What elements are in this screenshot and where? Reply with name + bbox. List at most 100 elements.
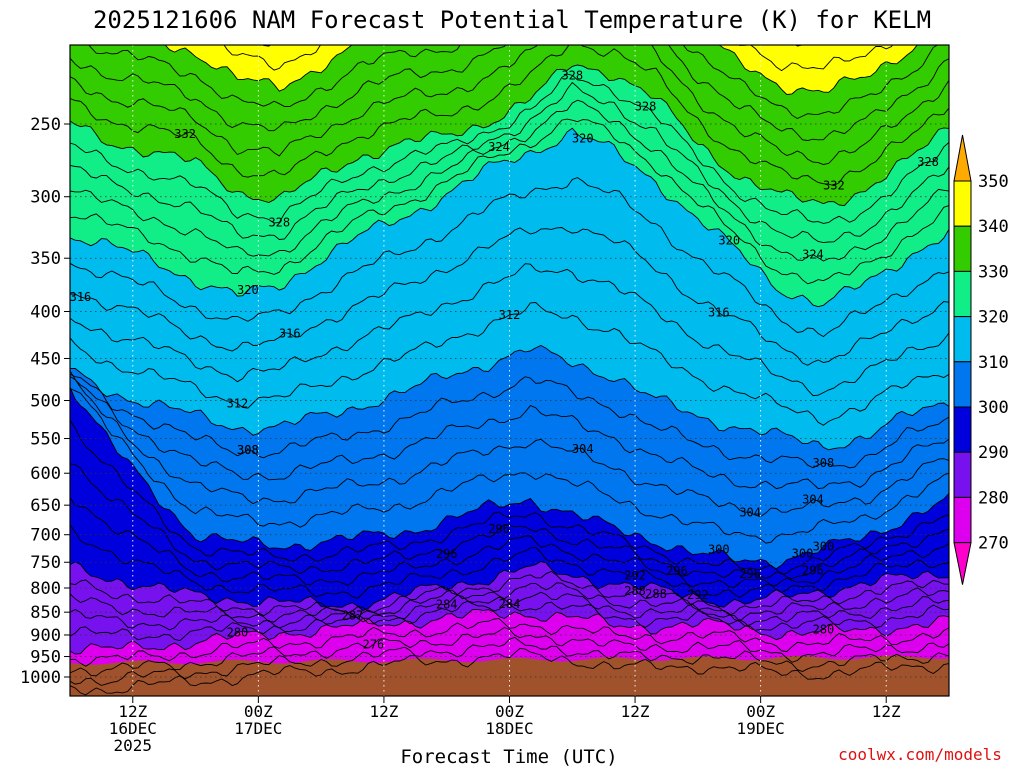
contour-322 xyxy=(70,118,949,285)
contour-label-320: 320 xyxy=(718,234,740,248)
y-tick-label: 550 xyxy=(30,430,61,450)
contour-288 xyxy=(70,570,949,617)
contour-label-292: 292 xyxy=(687,588,709,602)
colorbar-label: 270 xyxy=(978,534,1009,554)
contour-labels: 332 328 324 328 328 324 332 328 320 316 320 316 320 3… xyxy=(70,68,939,651)
x-tick-label: 12Z xyxy=(872,702,901,721)
y-tick-label: 650 xyxy=(30,496,61,516)
y-tick-label: 350 xyxy=(30,249,61,269)
colorbar-segment-280 xyxy=(953,451,972,498)
contour-label-288: 288 xyxy=(624,584,646,598)
contour-328 xyxy=(70,73,949,224)
contour-label-304: 304 xyxy=(572,442,594,456)
y-tick-label: 250 xyxy=(30,115,61,135)
contour-label-280: 280 xyxy=(813,622,835,636)
y-tick-label: 600 xyxy=(30,464,61,484)
contour-316 xyxy=(70,227,949,366)
contour-label-328: 328 xyxy=(268,215,290,229)
contour-label-308: 308 xyxy=(813,456,835,470)
contour-340 xyxy=(164,45,918,95)
contour-label-280: 280 xyxy=(227,625,249,639)
contour-label-287: 287 xyxy=(342,609,364,623)
colorbar-label: 280 xyxy=(978,488,1009,508)
y-tick-label: 300 xyxy=(30,188,61,208)
contour-label-300: 300 xyxy=(792,546,814,560)
contour-302 xyxy=(70,388,949,544)
contour-label-312: 312 xyxy=(227,397,249,411)
y-tick-label: 850 xyxy=(30,603,61,623)
contour-label-296: 296 xyxy=(802,563,824,577)
contour-318 xyxy=(70,177,949,338)
colorbar-label: 290 xyxy=(978,443,1009,463)
contour-label-276: 276 xyxy=(363,637,385,651)
y-tick-label: 400 xyxy=(30,302,61,322)
x-tick-label: 00Z xyxy=(495,702,524,721)
colorbar-segment-290 xyxy=(953,406,972,453)
contour-label-324: 324 xyxy=(488,140,510,154)
contour-label-296: 296 xyxy=(666,564,688,578)
y-tick-label: 950 xyxy=(30,648,61,668)
contour-label-300: 300 xyxy=(813,539,835,553)
contour-label-304: 304 xyxy=(802,493,824,507)
contour-label-316: 316 xyxy=(279,326,301,340)
colorbar-segment-330 xyxy=(953,225,972,272)
colorbar-label: 330 xyxy=(978,262,1009,282)
y-tick-label: 900 xyxy=(30,626,61,646)
contour-label-328: 328 xyxy=(917,155,939,169)
contour-label-292: 292 xyxy=(624,569,646,583)
contour-label-328: 328 xyxy=(635,99,657,113)
colorbar-label: 340 xyxy=(978,217,1009,237)
contour-284 xyxy=(70,591,949,631)
contour-336 xyxy=(70,45,949,141)
y-tick-label: 1000 xyxy=(20,668,61,688)
contour-304 xyxy=(70,376,949,518)
y-tick-label: 800 xyxy=(30,579,61,599)
y-axis: 250 300 350 400 450 500 550 600 650 700 750 800 850 9… xyxy=(20,115,70,688)
contour-272 xyxy=(70,647,949,696)
x-tick-label: 12Z xyxy=(118,702,147,721)
credit-text: coolwx.com/models xyxy=(838,745,1002,764)
contour-label-300: 300 xyxy=(708,543,730,557)
contour-label-320: 320 xyxy=(237,283,259,297)
contour-label-312: 312 xyxy=(499,308,521,322)
contour-label-332: 332 xyxy=(823,179,845,193)
x-axis-label: Forecast Time (UTC) xyxy=(400,746,617,768)
contour-334 xyxy=(70,45,949,165)
x-tick-label: 12Z xyxy=(369,702,398,721)
y-tick-label: 500 xyxy=(30,392,61,412)
contour-342 xyxy=(223,45,894,72)
colorbar-segment-320 xyxy=(953,270,972,318)
colorbar-label: 320 xyxy=(978,308,1009,328)
colorbar-segment-300 xyxy=(953,361,972,408)
contour-276 xyxy=(70,626,949,677)
colorbar-top-arrow xyxy=(953,134,972,182)
contour-label-316: 316 xyxy=(708,305,730,319)
contour-292 xyxy=(70,524,949,599)
colorbar-segment-340 xyxy=(953,180,972,227)
contour-332 xyxy=(70,45,949,187)
contour-label-284: 284 xyxy=(499,597,521,611)
y-tick-label: 450 xyxy=(30,349,61,369)
contour-label-296: 296 xyxy=(436,547,458,561)
contour-label-288: 288 xyxy=(645,587,667,601)
contour-label-308: 308 xyxy=(237,443,259,457)
contour-294 xyxy=(70,497,949,588)
x-tick-label: 12Z xyxy=(621,702,650,721)
contour-label-296: 296 xyxy=(488,522,510,536)
contour-274 xyxy=(70,636,949,686)
colorbar-segment-270 xyxy=(953,496,972,544)
x-tick-label: 00Z xyxy=(746,702,775,721)
y-tick-label: 700 xyxy=(30,526,61,546)
colorbar-label: 310 xyxy=(978,353,1009,373)
colorbar-bottom-arrow xyxy=(953,542,972,585)
contour-label-296: 296 xyxy=(739,567,761,581)
colorbar-segment-310 xyxy=(953,316,972,363)
x-tick-label: 2025 xyxy=(114,736,153,755)
contour-label-320: 320 xyxy=(572,132,594,146)
contour-label-332: 332 xyxy=(174,127,196,141)
x-tick-label: 00Z xyxy=(244,702,273,721)
contour-290 xyxy=(70,560,949,611)
colorbar-label: 300 xyxy=(978,398,1009,418)
contour-312 xyxy=(70,302,949,426)
